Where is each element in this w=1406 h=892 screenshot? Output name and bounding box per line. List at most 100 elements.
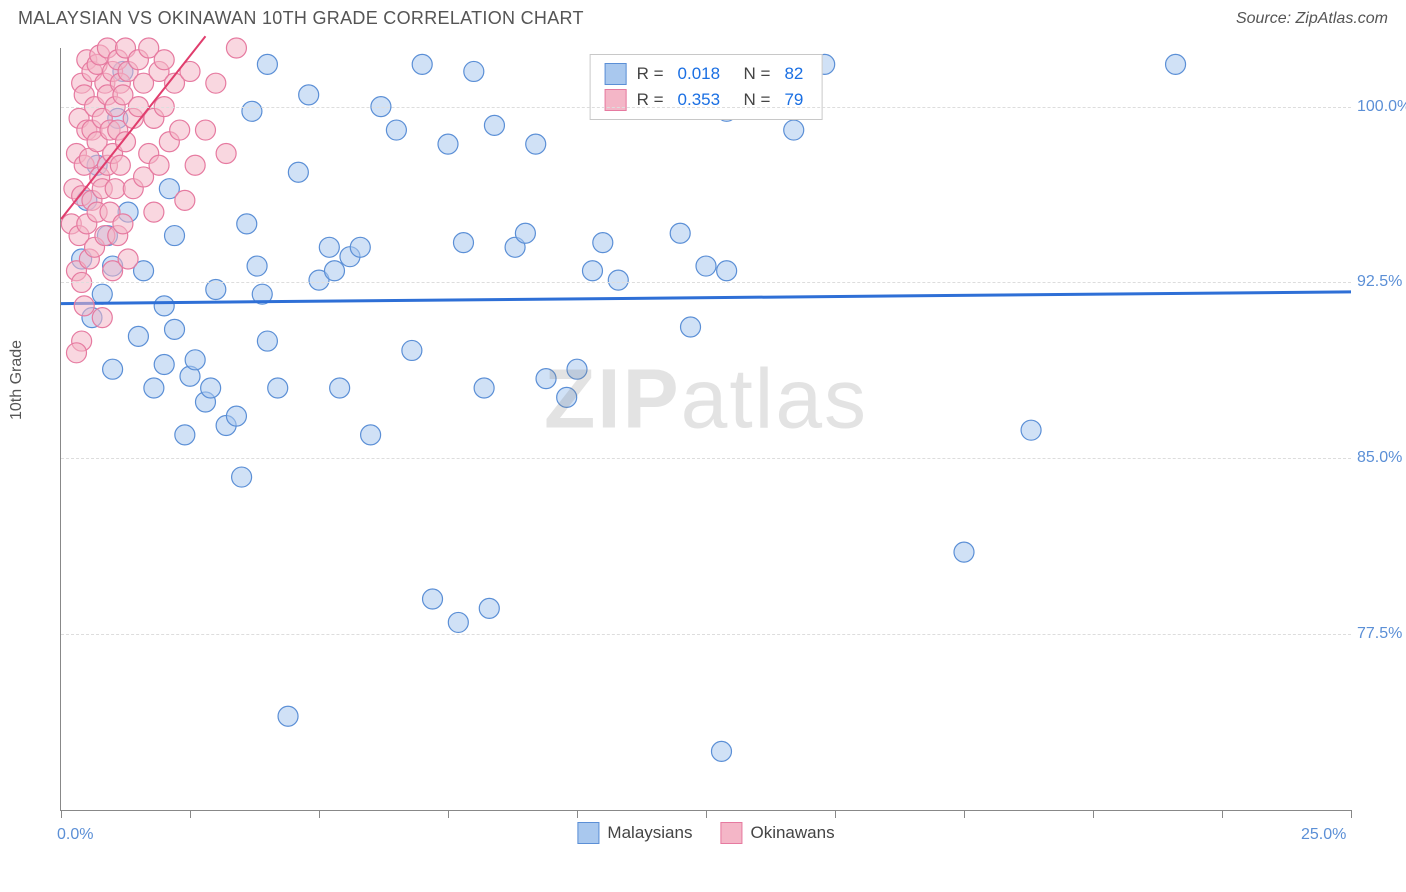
data-point bbox=[201, 378, 221, 398]
legend-series-label: Malaysians bbox=[607, 823, 692, 843]
data-point bbox=[515, 223, 535, 243]
data-point bbox=[165, 319, 185, 339]
legend-swatch-icon bbox=[720, 822, 742, 844]
data-point bbox=[319, 237, 339, 257]
data-point bbox=[185, 155, 205, 175]
data-point bbox=[105, 179, 125, 199]
y-tick-label: 85.0% bbox=[1357, 449, 1406, 467]
gridline bbox=[61, 282, 1351, 283]
data-point bbox=[696, 256, 716, 276]
data-point bbox=[324, 261, 344, 281]
data-point bbox=[582, 261, 602, 281]
data-point bbox=[237, 214, 257, 234]
legend-swatch-icon bbox=[605, 63, 627, 85]
chart-header: MALAYSIAN VS OKINAWAN 10TH GRADE CORRELA… bbox=[0, 0, 1406, 33]
data-point bbox=[128, 326, 148, 346]
plot-area: ZIPatlas R =0.018 N =82R =0.353 N =79 Ma… bbox=[60, 48, 1351, 811]
data-point bbox=[92, 308, 112, 328]
data-point bbox=[784, 120, 804, 140]
x-tick bbox=[61, 810, 62, 818]
data-point bbox=[118, 249, 138, 269]
data-point bbox=[226, 406, 246, 426]
legend-r-label: R = bbox=[637, 64, 664, 84]
x-tick bbox=[577, 810, 578, 818]
y-tick-label: 77.5% bbox=[1357, 625, 1406, 643]
data-point bbox=[670, 223, 690, 243]
data-point bbox=[257, 54, 277, 74]
data-point bbox=[681, 317, 701, 337]
legend-swatch-icon bbox=[577, 822, 599, 844]
data-point bbox=[144, 202, 164, 222]
data-point bbox=[247, 256, 267, 276]
data-point bbox=[195, 120, 215, 140]
legend-n-value: 82 bbox=[784, 64, 803, 84]
x-tick bbox=[448, 810, 449, 818]
legend-series: Malaysians Okinawans bbox=[577, 822, 834, 844]
data-point bbox=[412, 54, 432, 74]
legend-stats: R = 0.018 N = 82 R =0.353 N =79 bbox=[590, 54, 823, 120]
data-point bbox=[717, 261, 737, 281]
x-tick bbox=[1351, 810, 1352, 818]
data-point bbox=[288, 162, 308, 182]
data-point bbox=[175, 190, 195, 210]
chart-title: MALAYSIAN VS OKINAWAN 10TH GRADE CORRELA… bbox=[18, 8, 584, 29]
data-point bbox=[402, 340, 422, 360]
data-point bbox=[453, 233, 473, 253]
data-point bbox=[185, 350, 205, 370]
data-point bbox=[226, 38, 246, 58]
data-point bbox=[423, 589, 443, 609]
data-point bbox=[1021, 420, 1041, 440]
y-tick-label: 92.5% bbox=[1357, 273, 1406, 291]
data-point bbox=[567, 359, 587, 379]
legend-series-label: Okinawans bbox=[750, 823, 834, 843]
data-point bbox=[954, 542, 974, 562]
data-point bbox=[330, 378, 350, 398]
data-point bbox=[484, 115, 504, 135]
data-point bbox=[110, 155, 130, 175]
legend-stat-row: R = 0.018 N = 82 bbox=[605, 61, 808, 87]
data-point bbox=[593, 233, 613, 253]
data-point bbox=[216, 144, 236, 164]
data-point bbox=[526, 134, 546, 154]
gridline bbox=[61, 634, 1351, 635]
data-point bbox=[74, 296, 94, 316]
x-tick bbox=[190, 810, 191, 818]
data-point bbox=[165, 226, 185, 246]
data-point bbox=[268, 378, 288, 398]
data-point bbox=[448, 612, 468, 632]
gridline bbox=[61, 458, 1351, 459]
data-point bbox=[608, 270, 628, 290]
x-tick bbox=[964, 810, 965, 818]
data-point bbox=[92, 284, 112, 304]
x-tick bbox=[1222, 810, 1223, 818]
data-point bbox=[113, 214, 133, 234]
legend-stat-row: R =0.353 N =79 bbox=[605, 87, 808, 113]
data-point bbox=[257, 331, 277, 351]
legend-n-label: N = bbox=[734, 64, 770, 84]
data-point bbox=[232, 467, 252, 487]
data-point bbox=[154, 296, 174, 316]
data-point bbox=[103, 359, 123, 379]
x-tick-label: 0.0% bbox=[57, 826, 93, 844]
data-point bbox=[479, 598, 499, 618]
data-point bbox=[242, 101, 262, 121]
scatter-svg bbox=[61, 48, 1351, 810]
data-point bbox=[154, 355, 174, 375]
data-point bbox=[361, 425, 381, 445]
data-point bbox=[144, 378, 164, 398]
data-point bbox=[116, 132, 136, 152]
data-point bbox=[299, 85, 319, 105]
data-point bbox=[1166, 54, 1186, 74]
legend-swatch-icon bbox=[605, 89, 627, 111]
data-point bbox=[474, 378, 494, 398]
data-point bbox=[438, 134, 458, 154]
legend-r-value: 0.018 bbox=[678, 64, 721, 84]
data-point bbox=[464, 61, 484, 81]
x-tick-label: 25.0% bbox=[1301, 826, 1346, 844]
data-point bbox=[170, 120, 190, 140]
x-tick bbox=[1093, 810, 1094, 818]
data-point bbox=[278, 706, 298, 726]
data-point bbox=[536, 369, 556, 389]
x-tick bbox=[835, 810, 836, 818]
gridline bbox=[61, 107, 1351, 108]
